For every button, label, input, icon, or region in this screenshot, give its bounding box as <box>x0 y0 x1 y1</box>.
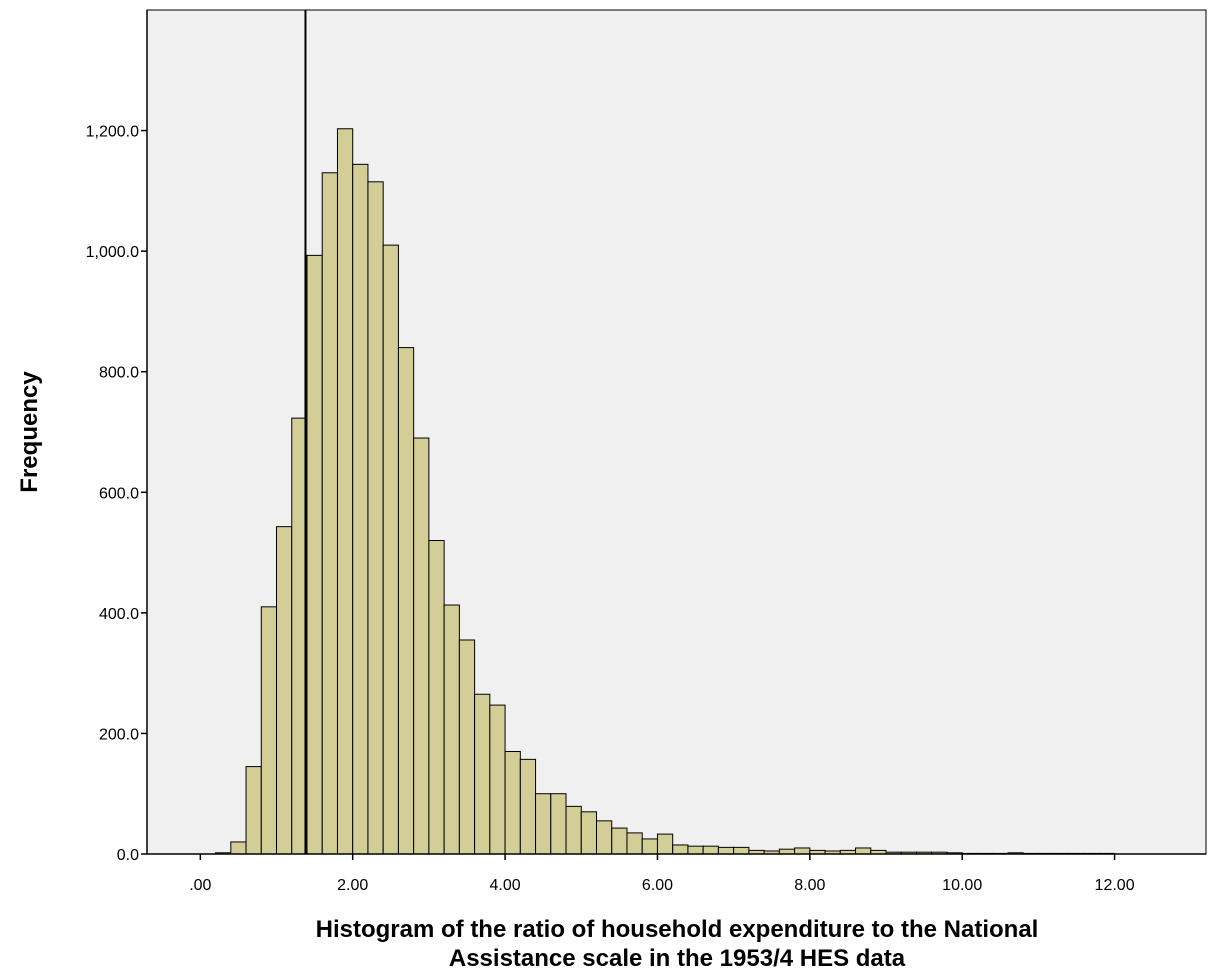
histogram-bar <box>321 172 338 855</box>
histogram-bar <box>458 639 476 855</box>
histogram-bar <box>519 758 537 855</box>
histogram-bar <box>611 827 628 855</box>
histogram-bar <box>596 820 613 855</box>
histogram-bar <box>580 811 598 855</box>
y-ticks-group: 0.0 200.0 400.0 600.0 800.0 1,000.0 1,200.0 <box>86 124 147 864</box>
y-tick-label: 1,200.0 <box>86 124 139 141</box>
histogram-bar <box>535 793 552 855</box>
histogram-bar <box>733 846 750 855</box>
histogram-bar <box>260 606 278 855</box>
x-tick-label: 12.00 <box>1095 877 1135 894</box>
y-tick-label: 200.0 <box>99 726 139 743</box>
x-tick-label: 4.00 <box>490 877 521 894</box>
histogram-bar <box>336 128 354 855</box>
y-axis-title: Frequency <box>16 371 43 493</box>
histogram-bar <box>276 526 293 855</box>
x-tick-label: 8.00 <box>794 877 825 894</box>
histogram-bar <box>306 254 323 855</box>
histogram-bar <box>565 805 582 855</box>
histogram-bar <box>626 832 643 855</box>
histogram-bar <box>474 693 491 855</box>
histogram-bar <box>702 845 719 855</box>
histogram-bar <box>855 847 872 855</box>
x-tick-label: 2.00 <box>337 877 368 894</box>
x-tick-label: 10.00 <box>942 877 982 894</box>
histogram-bar <box>382 244 399 855</box>
histogram-bar <box>641 838 658 855</box>
histogram-bar <box>550 793 567 855</box>
histogram-bar <box>352 163 369 855</box>
histogram-bar <box>687 845 704 855</box>
x-axis-title-line-1: Histogram of the ratio of household expe… <box>316 916 1039 943</box>
histogram-bar <box>489 704 506 855</box>
histogram-bar <box>413 437 430 855</box>
x-tick-label: .00 <box>189 877 211 894</box>
y-tick-label: 600.0 <box>99 485 139 502</box>
histogram-bar <box>672 844 689 855</box>
histogram-bar <box>367 181 384 855</box>
x-tick-label: 6.00 <box>642 877 673 894</box>
x-ticks-group: .00 2.00 4.00 6.00 8.00 10.00 12.00 <box>189 854 1135 894</box>
y-tick-label: 0.0 <box>117 847 139 864</box>
histogram-bar <box>504 751 521 855</box>
histogram-bar <box>428 540 445 855</box>
histogram-bar <box>717 846 735 855</box>
histogram-bar <box>443 604 460 855</box>
histogram-bar <box>230 841 247 855</box>
histogram-bar <box>656 833 674 855</box>
y-tick-label: 400.0 <box>99 606 139 623</box>
x-axis-title-line-2: Assistance scale in the 1953/4 HES data <box>449 945 906 972</box>
y-tick-label: 800.0 <box>99 365 139 382</box>
histogram-bar <box>794 847 811 855</box>
histogram-bar <box>397 347 415 855</box>
y-tick-label: 1,000.0 <box>86 244 139 261</box>
histogram-bar <box>245 766 262 855</box>
